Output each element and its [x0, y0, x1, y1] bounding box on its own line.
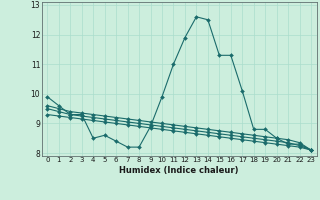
X-axis label: Humidex (Indice chaleur): Humidex (Indice chaleur)	[119, 166, 239, 175]
